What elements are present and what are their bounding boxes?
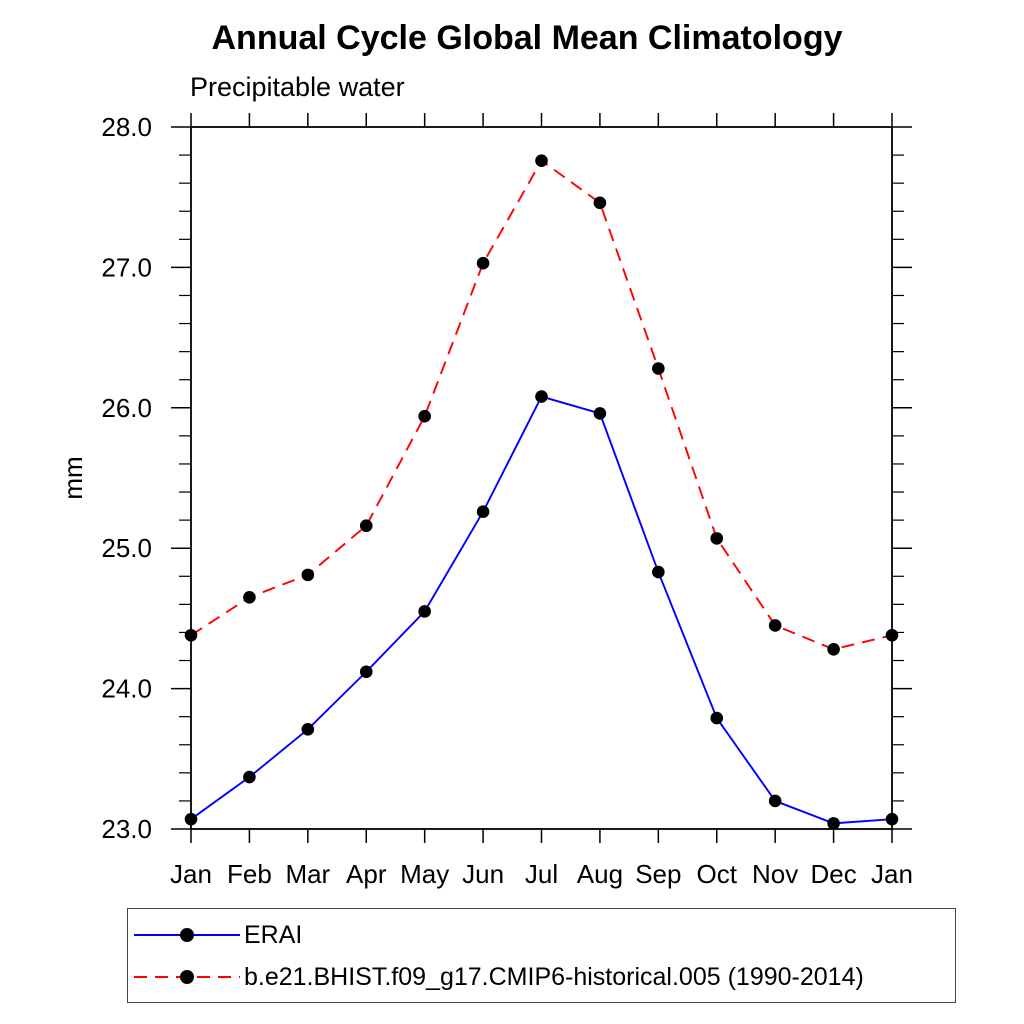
- chart-title: Annual Cycle Global Mean Climatology: [211, 19, 843, 57]
- data-point-marker: [652, 565, 665, 579]
- y-tick-label: 26.0: [101, 393, 152, 423]
- data-point-marker: [476, 505, 490, 518]
- data-point-marker: [768, 794, 782, 808]
- data-point-marker: [827, 642, 840, 656]
- data-point-marker: [710, 711, 724, 725]
- data-point-marker: [476, 256, 490, 270]
- data-point-marker: [885, 812, 899, 826]
- y-tick-label: 23.0: [101, 814, 152, 844]
- x-tick-label: Aug: [577, 859, 623, 889]
- legend-sample-marker: [180, 928, 194, 942]
- data-point-marker: [593, 407, 607, 420]
- x-tick-label: Dec: [810, 859, 856, 889]
- data-point-marker: [301, 723, 315, 736]
- series-line-erai: [190, 395, 893, 825]
- x-tick-label: Jan: [871, 859, 913, 889]
- series-line-model: [190, 159, 893, 651]
- chart-subtitle: Precipitable water: [190, 72, 405, 102]
- data-point-marker: [418, 409, 431, 423]
- legend-item-model: b.e21.BHIST.f09_g17.CMIP6-historical.005…: [132, 962, 864, 991]
- x-tick-label: Oct: [697, 859, 738, 889]
- data-point-marker: [184, 628, 198, 642]
- axis-box: [190, 126, 893, 830]
- data-point-marker: [184, 812, 198, 826]
- data-point-marker: [301, 568, 315, 582]
- legend-box: ERAI b.e21.BHIST.f09_g17.CMIP6-historica…: [127, 908, 956, 1003]
- data-point-marker: [885, 628, 899, 642]
- legend-label-erai: ERAI: [244, 920, 303, 949]
- y-tick-label: 25.0: [101, 533, 152, 563]
- data-point-marker: [768, 619, 782, 632]
- x-tick-label: Sep: [635, 859, 681, 889]
- x-tick-label: Jun: [462, 859, 504, 889]
- data-point-marker: [652, 362, 665, 375]
- x-tick-label: May: [400, 859, 449, 889]
- data-point-marker: [243, 591, 256, 604]
- data-point-marker: [710, 532, 724, 545]
- legend-line-sample-model: [134, 970, 240, 984]
- data-point-marker: [535, 154, 548, 167]
- y-tick-label: 24.0: [101, 674, 152, 704]
- data-point-marker: [418, 605, 431, 618]
- legend-label-model: b.e21.BHIST.f09_g17.CMIP6-historical.005…: [244, 962, 864, 991]
- x-tick-label: Feb: [227, 859, 272, 889]
- data-point-marker: [593, 196, 607, 210]
- data-point-marker: [359, 519, 373, 533]
- x-tick-label: Jan: [170, 859, 212, 889]
- data-point-marker: [359, 665, 373, 679]
- data-point-marker: [535, 390, 548, 403]
- legend-line-sample-erai: [134, 928, 240, 942]
- data-point-marker: [243, 770, 256, 784]
- legend-item-erai: ERAI: [132, 920, 303, 949]
- x-tick-label: Jul: [525, 859, 558, 889]
- x-tick-label: Mar: [285, 859, 330, 889]
- y-tick-label: 28.0: [101, 112, 152, 142]
- x-tick-label: Apr: [346, 859, 387, 889]
- legend-sample-marker: [180, 970, 194, 984]
- x-tick-label: Nov: [752, 859, 798, 889]
- data-point-marker: [827, 817, 840, 830]
- y-tick-label: 27.0: [101, 252, 152, 282]
